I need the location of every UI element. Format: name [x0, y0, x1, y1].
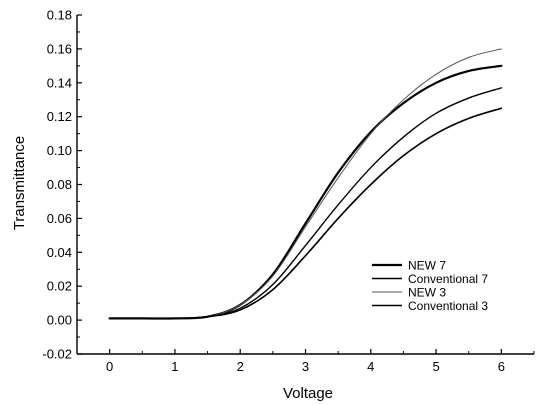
x-tick-label: 6 — [498, 359, 505, 374]
legend-label-conventional-7: Conventional 7 — [408, 272, 488, 286]
x-tick-label: 0 — [106, 359, 113, 374]
y-tick-label: -0.02 — [42, 347, 72, 362]
chart-axes: -0.02 0.00 0.02 0.04 0.06 0.08 0.10 0.12 0.14 0.1… — [42, 8, 535, 374]
y-tick-label: 0.12 — [47, 109, 72, 124]
x-tick-label: 5 — [432, 359, 439, 374]
x-tick-label: 1 — [171, 359, 178, 374]
series-line-conventional-3 — [108, 107, 503, 320]
legend-label-new-7: NEW 7 — [408, 259, 446, 273]
x-tick-label: 4 — [367, 359, 374, 374]
y-tick-label: 0.02 — [47, 279, 72, 294]
legend-label-new-3: NEW 3 — [408, 286, 446, 300]
y-tick-label: 0.08 — [47, 177, 72, 192]
y-tick-label: 0.00 — [47, 313, 72, 328]
legend-label-conventional-3: Conventional 3 — [408, 299, 488, 313]
y-tick-label: 0.16 — [47, 41, 72, 56]
chart-series-layer — [108, 48, 503, 320]
y-tick-label: 0.18 — [47, 8, 72, 23]
y-tick-label: 0.06 — [47, 211, 72, 226]
y-axis-title: Transmittance — [11, 136, 28, 230]
x-tick-label: 2 — [237, 359, 244, 374]
x-tick-label: 3 — [302, 359, 309, 374]
y-tick-label: 0.10 — [47, 143, 72, 158]
y-tick-label: 0.14 — [47, 75, 72, 90]
y-tick-label: 0.04 — [47, 245, 72, 260]
x-axis-title: Voltage — [283, 385, 333, 402]
